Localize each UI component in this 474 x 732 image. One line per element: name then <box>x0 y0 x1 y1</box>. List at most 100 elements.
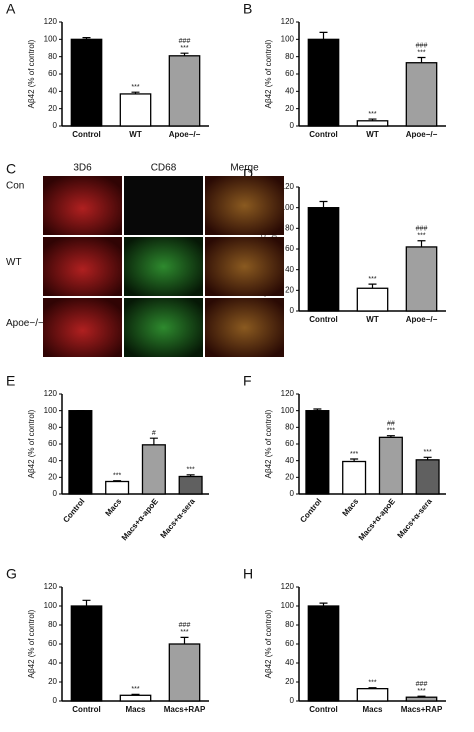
significance-label: *** <box>368 111 376 118</box>
x-tick-label: Control <box>298 497 323 525</box>
significance-label: ### <box>179 38 191 45</box>
bar <box>356 287 389 312</box>
x-tick-label: Macs+α-apoE <box>357 496 398 542</box>
bar <box>168 643 201 702</box>
bar <box>307 38 340 127</box>
x-tick-label: Control <box>309 130 337 139</box>
y-tick-label: 20 <box>285 472 294 481</box>
x-tick-label: WT <box>129 130 142 139</box>
y-tick-label: 0 <box>53 489 58 498</box>
significance-label: *** <box>350 451 358 458</box>
panel-label: C <box>6 161 16 177</box>
y-tick-label: 20 <box>285 677 294 686</box>
bar <box>70 38 103 127</box>
y-tick-label: 120 <box>44 389 58 398</box>
significance-label: *** <box>417 49 425 56</box>
x-tick-label: Macs <box>104 496 124 518</box>
y-axis-label: Aβ42 (% of control) <box>264 409 273 478</box>
y-tick-label: 0 <box>290 306 295 315</box>
row-label: Apoe−/− <box>6 318 44 329</box>
y-tick-label: 80 <box>285 422 294 431</box>
error-bar <box>149 437 158 445</box>
panel-label: H <box>243 566 253 582</box>
x-tick-label: Macs+α-sera <box>159 496 198 540</box>
error-bar <box>319 31 328 40</box>
y-tick-label: 0 <box>290 121 295 130</box>
significance-label: ### <box>179 622 191 629</box>
y-tick-label: 40 <box>48 658 57 667</box>
bar <box>119 694 152 702</box>
y-axis-label: Aβ42 (% of control) <box>264 609 273 678</box>
y-tick-label: 100 <box>281 34 295 43</box>
y-tick-label: 60 <box>48 69 57 78</box>
y-tick-label: 100 <box>281 601 295 610</box>
y-tick-label: 40 <box>285 658 294 667</box>
y-tick-label: 40 <box>285 456 294 465</box>
micrograph <box>124 237 203 296</box>
micrograph <box>43 298 122 357</box>
y-tick-label: 120 <box>281 182 295 191</box>
y-tick-label: 60 <box>48 439 57 448</box>
significance-label: *** <box>417 688 425 695</box>
column-header: CD68 <box>151 163 177 174</box>
significance-label: ### <box>416 226 428 233</box>
x-tick-label: Macs <box>362 705 383 714</box>
x-tick-label: Control <box>309 315 337 324</box>
significance-label: *** <box>424 449 432 456</box>
x-tick-label: Control <box>61 497 86 525</box>
error-bar <box>82 599 91 606</box>
x-tick-label: Control <box>309 705 337 714</box>
error-bar <box>180 636 189 644</box>
y-tick-label: 100 <box>44 406 58 415</box>
significance-label: ## <box>387 421 395 428</box>
micrograph <box>124 176 203 235</box>
significance-label: *** <box>113 473 121 480</box>
x-tick-label: Macs+α-sera <box>396 496 435 540</box>
significance-label: # <box>152 430 156 437</box>
x-tick-label: WT <box>366 130 379 139</box>
column-header: 3D6 <box>73 163 92 174</box>
y-tick-label: 40 <box>48 86 57 95</box>
y-tick-label: 40 <box>48 456 57 465</box>
y-tick-label: 80 <box>285 52 294 61</box>
significance-label: *** <box>368 276 376 283</box>
significance-label: *** <box>180 629 188 636</box>
y-tick-label: 60 <box>285 69 294 78</box>
micrograph <box>43 237 122 296</box>
significance-label: ### <box>416 42 428 49</box>
x-tick-label: Macs+RAP <box>164 705 206 714</box>
y-tick-label: 100 <box>44 601 58 610</box>
row-label: WT <box>6 257 22 268</box>
bar <box>378 436 403 495</box>
bar <box>105 480 130 495</box>
bar <box>168 55 201 127</box>
bar <box>305 410 330 495</box>
y-tick-label: 100 <box>281 406 295 415</box>
bar <box>405 246 438 312</box>
bar <box>307 207 340 312</box>
y-axis-label: Aβ42 (% of control) <box>264 39 273 108</box>
panel-label: F <box>243 373 252 389</box>
y-tick-label: 20 <box>285 104 294 113</box>
panel-label: D <box>243 166 253 182</box>
x-tick-label: Macs <box>341 496 361 518</box>
bar <box>307 605 340 702</box>
y-tick-label: 0 <box>290 489 295 498</box>
x-tick-label: Control <box>72 130 100 139</box>
error-bar <box>417 240 426 247</box>
y-tick-label: 100 <box>44 34 58 43</box>
y-tick-label: 60 <box>285 439 294 448</box>
y-tick-label: 60 <box>285 639 294 648</box>
panel-label: B <box>243 1 252 17</box>
bar <box>141 444 166 495</box>
y-tick-label: 20 <box>48 472 57 481</box>
bar <box>405 696 438 702</box>
x-tick-label: WT <box>366 315 379 324</box>
panel-label: A <box>6 1 16 17</box>
bar <box>178 475 203 495</box>
y-tick-label: 40 <box>285 86 294 95</box>
y-axis-label: Aβ42 (% of control) <box>27 39 36 108</box>
y-tick-label: 120 <box>44 17 58 26</box>
